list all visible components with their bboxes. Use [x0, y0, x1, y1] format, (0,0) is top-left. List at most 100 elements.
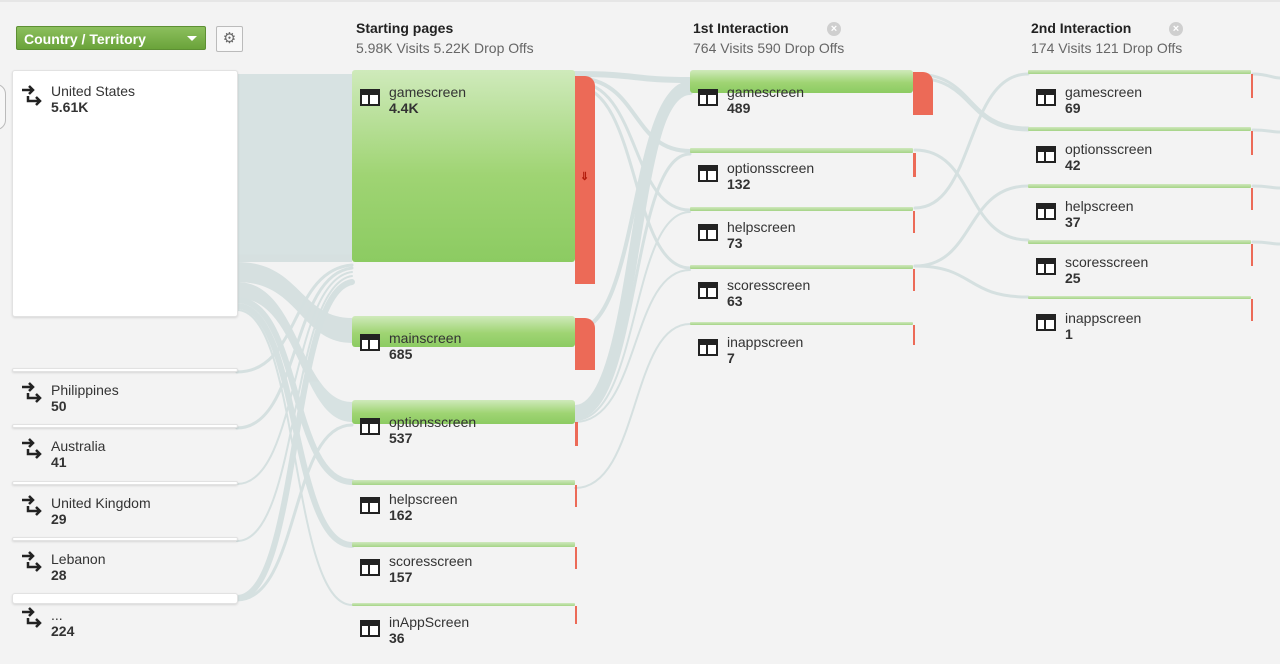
starting-page-inappscreen[interactable]: inAppScreen 36: [352, 603, 596, 649]
gear-icon: ⚙: [222, 30, 237, 47]
page-name: helpscreen: [1065, 198, 1134, 214]
flow-options-options: [573, 152, 692, 420]
entry-arrow-icon: [22, 607, 42, 628]
flow-game-help: [573, 80, 692, 212]
drop-off-bar[interactable]: [575, 318, 595, 370]
first-interaction-optionsscreen[interactable]: optionsscreen 132: [690, 148, 934, 194]
page-value: 132: [727, 176, 751, 192]
page-name: optionsscreen: [1065, 141, 1153, 157]
column-title: Starting pages: [356, 20, 454, 36]
flow-options-help: [574, 211, 691, 421]
flow-us-gamescreen: [237, 74, 352, 262]
flow-us-helpscreen: [234, 297, 355, 485]
node-label: optionsscreen 537: [389, 414, 476, 446]
first-interaction-gamescreen[interactable]: gamescreen 489: [690, 70, 934, 116]
drop-off-bar[interactable]: [575, 422, 578, 446]
country-node-other[interactable]: ... 224: [12, 593, 238, 645]
drop-off-bar[interactable]: [1251, 74, 1253, 98]
first-interaction-helpscreen[interactable]: helpscreen 73: [690, 207, 934, 253]
page-value: 1: [1065, 326, 1073, 342]
node-bar: [1028, 296, 1251, 299]
second-interaction-helpscreen[interactable]: helpscreen 37: [1028, 184, 1258, 230]
second-interaction-scoresscreen[interactable]: scoresscreen 25: [1028, 240, 1258, 286]
drop-off-bar[interactable]: [913, 153, 916, 177]
page-value: 36: [389, 630, 405, 646]
flow-ph-start: [235, 263, 354, 374]
country-value: 224: [51, 623, 75, 639]
drop-off-bar[interactable]: [1251, 299, 1253, 321]
page-name: scoresscreen: [389, 553, 473, 569]
drop-off-bar[interactable]: [1251, 188, 1253, 210]
node-label: scoresscreen 63: [727, 277, 810, 309]
page-value: 4.4K: [389, 100, 419, 116]
flow-2help-out: [1251, 184, 1280, 190]
country-value: 5.61K: [51, 99, 89, 115]
close-icon[interactable]: ×: [827, 22, 841, 36]
country-value: 29: [51, 511, 67, 527]
country-node-united-kingdom[interactable]: United Kingdom 29: [12, 481, 238, 533]
flow-1game-2game: [913, 72, 1030, 130]
drop-off-bar[interactable]: [1251, 244, 1253, 266]
page-name: inappscreen: [1065, 310, 1142, 326]
node-box: [12, 70, 238, 317]
page-icon: [698, 165, 718, 182]
second-interaction-inappscreen[interactable]: inappscreen 1: [1028, 296, 1258, 342]
starting-page-mainscreen[interactable]: mainscreen 685: [352, 316, 596, 371]
node-label: scoresscreen 157: [389, 553, 472, 585]
page-icon: [360, 620, 380, 637]
country-node-lebanon[interactable]: Lebanon 28: [12, 537, 238, 589]
second-interaction-optionsscreen[interactable]: optionsscreen 42: [1028, 127, 1258, 173]
country-name: United Kingdom: [51, 495, 151, 511]
page-value: 7: [727, 350, 735, 366]
node-label: United Kingdom 29: [51, 495, 151, 527]
flow-start-inapp: [574, 323, 691, 489]
page-name: scoresscreen: [1065, 254, 1149, 270]
node-bar: [352, 70, 575, 262]
second-interaction-gamescreen[interactable]: gamescreen 69: [1028, 70, 1258, 116]
drop-off-bar[interactable]: [575, 606, 577, 624]
node-bar: [1028, 70, 1251, 74]
dimension-dropdown[interactable]: Country / Territory: [16, 26, 206, 50]
node-bar: [690, 265, 913, 269]
country-node-united-states[interactable]: United States 5.61K: [12, 70, 238, 318]
drop-off-bar[interactable]: [913, 211, 915, 233]
node-label: inappscreen 1: [1065, 310, 1141, 342]
page-name: helpscreen: [727, 219, 796, 235]
node-label: helpscreen 37: [1065, 198, 1134, 230]
country-node-australia[interactable]: Australia 41: [12, 424, 238, 476]
page-value: 489: [727, 100, 751, 116]
drop-off-bar[interactable]: [1251, 131, 1253, 155]
drop-off-bar[interactable]: [575, 76, 595, 284]
page-icon: [360, 559, 380, 576]
page-icon: [1036, 146, 1056, 163]
flow-other-options: [235, 423, 354, 602]
starting-page-scoresscreen[interactable]: scoresscreen 157: [352, 542, 596, 588]
first-interaction-inappscreen[interactable]: inappscreen 7: [690, 322, 934, 368]
country-node-philippines[interactable]: Philippines 50: [12, 368, 238, 420]
starting-page-helpscreen[interactable]: helpscreen 162: [352, 480, 596, 526]
page-name: optionsscreen: [389, 414, 477, 430]
page-icon: [360, 418, 380, 435]
node-bar: [690, 148, 913, 153]
starting-page-optionsscreen[interactable]: optionsscreen 537: [352, 400, 596, 450]
node-label: scoresscreen 25: [1065, 254, 1148, 286]
node-label: Australia 41: [51, 438, 105, 470]
settings-button[interactable]: ⚙: [216, 26, 243, 52]
first-interaction-scoresscreen[interactable]: scoresscreen 63: [690, 265, 934, 311]
drop-off-bar[interactable]: [575, 547, 577, 569]
close-icon[interactable]: ×: [1169, 22, 1183, 36]
drop-off-bar[interactable]: [913, 269, 915, 291]
flow-2game-out: [1251, 72, 1280, 80]
country-name: ...: [51, 607, 63, 623]
starting-page-gamescreen[interactable]: ⇓ gamescreen 4.4K: [352, 70, 596, 285]
drop-off-bar[interactable]: [575, 485, 577, 507]
country-name: United States: [51, 83, 136, 99]
flow-2options-out: [1251, 128, 1280, 134]
page-name: helpscreen: [389, 491, 458, 507]
panel-scroll-handle[interactable]: [0, 84, 6, 130]
drop-off-bar[interactable]: [913, 325, 915, 345]
page-icon: [360, 89, 380, 106]
drop-off-bar[interactable]: [913, 72, 933, 115]
node-label: gamescreen 69: [1065, 84, 1142, 116]
flow-options-scores: [574, 269, 691, 423]
